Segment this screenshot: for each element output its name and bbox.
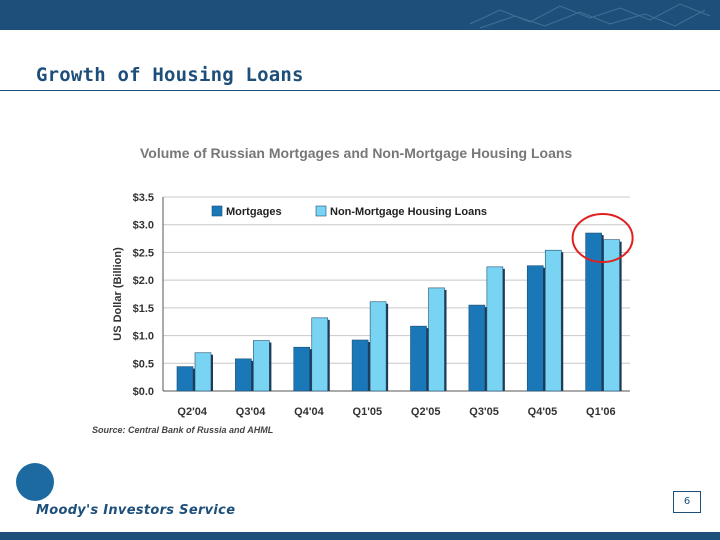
y-tick-label: $2.5 [133,247,154,259]
y-tick-label: $0.0 [133,386,154,398]
highlight-circle [571,213,634,263]
chart-title: Volume of Russian Mortgages and Non-Mort… [140,145,572,161]
x-tick-label: Q4'05 [528,406,558,418]
bar-shadow [211,354,213,391]
header-bar [0,0,720,30]
bar-shadow [251,360,254,391]
legend-label: Mortgages [226,206,282,218]
bar-shadow [426,328,429,391]
bar [410,325,427,392]
bar [253,340,270,392]
bar-shadow [269,342,272,391]
bar-shadow [619,241,622,391]
bar-shadow [309,349,312,391]
bar-shadow [601,235,604,391]
bar-shadow [561,252,564,391]
title-divider [0,90,720,91]
bar-shadow [327,319,330,391]
legend-label: Non-Mortgage Housing Loans [330,206,487,218]
bar [176,366,194,392]
x-tick-label: Q3'05 [469,406,499,418]
bar [311,317,329,392]
x-tick-label: Q4'04 [294,406,324,418]
company-logo [16,463,54,501]
y-tick-label: $1.0 [133,331,154,343]
bar [544,249,562,392]
bar [526,265,544,392]
slide-title: Growth of Housing Loans [36,64,304,86]
source-note: Source: Central Bank of Russia and AHML [92,425,273,435]
bar [428,287,445,392]
bar [293,346,311,392]
bar-shadow [484,307,487,391]
bar-shadow [386,303,389,391]
x-tick-label: Q1'06 [586,406,616,418]
x-tick-label: Q3'04 [236,406,266,418]
bar-shadow [502,268,505,391]
y-tick-label: $3.0 [133,220,154,232]
x-tick-label: Q2'04 [177,406,207,418]
x-tick-label: Q1'05 [353,406,383,418]
bar [369,301,387,392]
bar-shadow [368,342,371,391]
footer-bar [0,532,720,540]
y-tick-label: $0.5 [133,358,154,370]
bar [486,266,504,392]
company-name: Moody's Investors Service [36,503,236,518]
page-number: 6 [673,491,701,513]
legend-swatch [211,205,223,217]
x-tick-label: Q2'05 [411,406,441,418]
bar-shadow [444,289,447,391]
bar [235,358,252,392]
bar [468,304,486,392]
y-tick-label: $1.5 [133,303,154,315]
header-pattern [469,3,711,29]
bar [585,232,602,392]
y-axis-title: US Dollar (Billion) [112,247,124,341]
bar-shadow [543,267,546,391]
y-tick-label: $2.0 [133,275,154,287]
y-tick-label: $3.5 [133,192,154,204]
bar [351,339,369,392]
bar [194,352,212,392]
legend-swatch [315,205,327,217]
bar-shadow [193,368,195,391]
